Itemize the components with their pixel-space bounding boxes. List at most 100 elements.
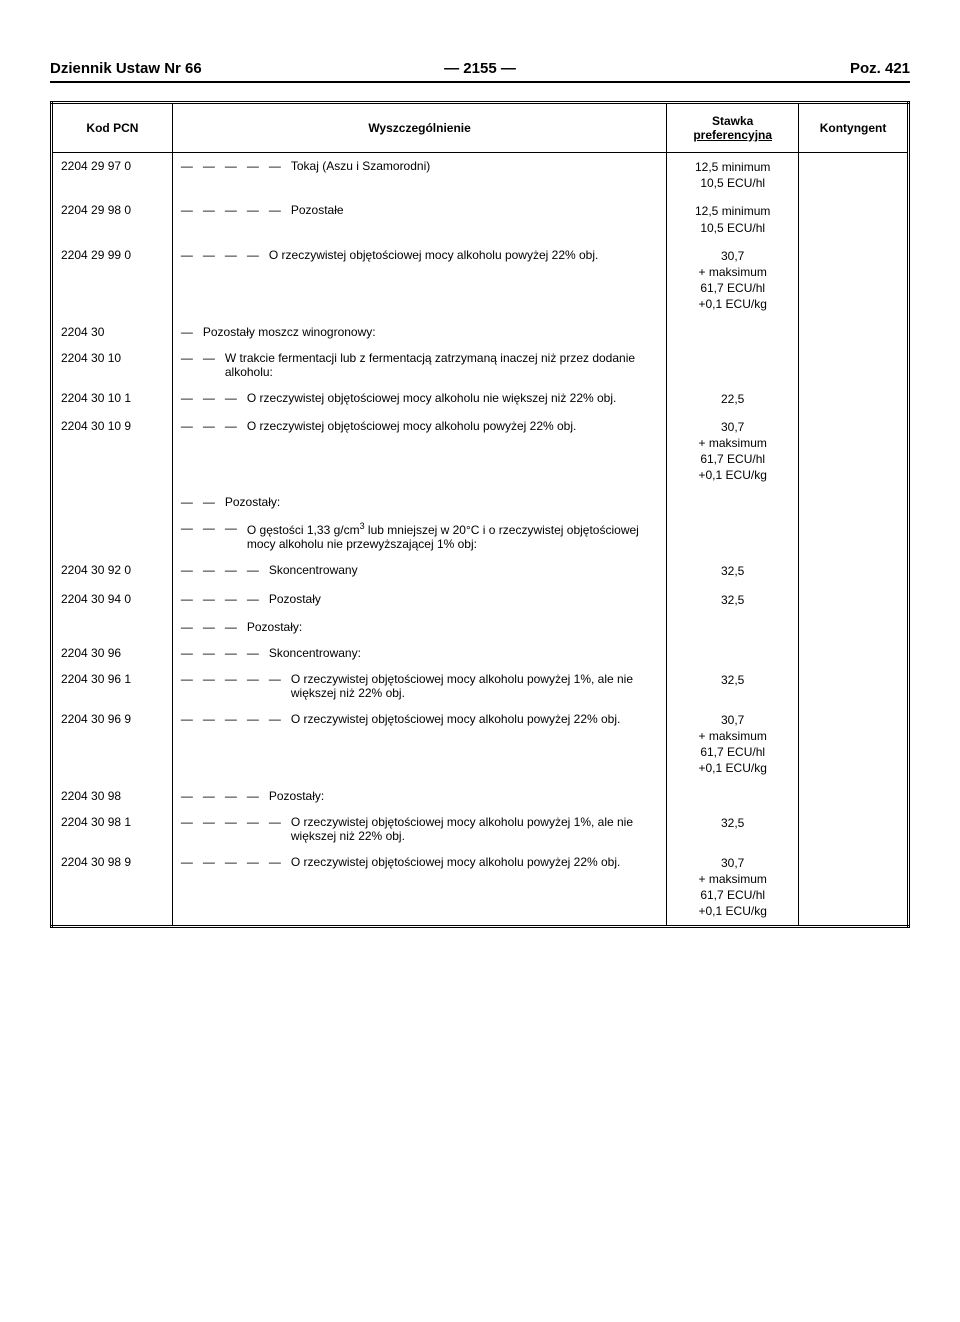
indent-dashes: — — — — xyxy=(181,646,269,660)
desc-text: O rzeczywistej objętościowej mocy alkoho… xyxy=(247,391,658,405)
desc-text: O gęstości 1,33 g/cm3 lub mniejszej w 20… xyxy=(247,521,658,551)
cell-desc: — — — — — Tokaj (Aszu i Szamorodni) xyxy=(172,153,666,198)
cell-code xyxy=(52,489,173,515)
indent-dashes: — xyxy=(181,325,203,339)
cell-quota xyxy=(799,706,909,783)
cell-code: 2204 30 10 xyxy=(52,345,173,385)
table-row: 2204 30 98 1— — — — — O rzeczywistej obj… xyxy=(52,809,909,849)
cell-quota xyxy=(799,614,909,640)
table-row: 2204 29 98 0— — — — — Pozostałe12,5 mini… xyxy=(52,197,909,241)
desc-text: Pozostałe xyxy=(291,203,658,217)
desc-text: Tokaj (Aszu i Szamorodni) xyxy=(291,159,658,173)
rate-line: + maksimum xyxy=(675,871,790,887)
cell-desc: — — Pozostały: xyxy=(172,489,666,515)
indent-dashes: — — — — xyxy=(181,248,269,262)
rate-line: 10,5 ECU/hl xyxy=(675,220,790,236)
cell-rate: 30,7+ maksimum61,7 ECU/hl+0,1 ECU/kg xyxy=(667,413,799,490)
table-row: 2204 30 98— — — — Pozostały: xyxy=(52,783,909,809)
desc-text: O rzeczywistej objętościowej mocy alkoho… xyxy=(247,419,658,433)
cell-desc: — — — — — Pozostałe xyxy=(172,197,666,241)
cell-quota xyxy=(799,783,909,809)
cell-rate xyxy=(667,614,799,640)
cell-code: 2204 30 96 9 xyxy=(52,706,173,783)
cell-quota xyxy=(799,489,909,515)
rate-line: 30,7 xyxy=(675,712,790,728)
desc-text: W trakcie fermentacji lub z fermentacją … xyxy=(225,351,658,379)
indent-dashes: — — xyxy=(181,351,225,379)
rate-line: +0,1 ECU/kg xyxy=(675,760,790,776)
cell-code: 2204 30 10 9 xyxy=(52,413,173,490)
rate-line: 22,5 xyxy=(675,391,790,407)
rate-line: + maksimum xyxy=(675,435,790,451)
col-header-desc: Wyszczególnienie xyxy=(172,103,666,153)
indent-dashes: — — — — — xyxy=(181,159,291,173)
cell-quota xyxy=(799,666,909,706)
col-header-code: Kod PCN xyxy=(52,103,173,153)
table-row: 2204 30 96 9— — — — — O rzeczywistej obj… xyxy=(52,706,909,783)
table-row: 2204 30 10 1— — — O rzeczywistej objętoś… xyxy=(52,385,909,413)
cell-desc: — — — — Skoncentrowany xyxy=(172,557,666,585)
table-row: 2204 30 96— — — — Skoncentrowany: xyxy=(52,640,909,666)
cell-quota xyxy=(799,413,909,490)
cell-desc: — — — — Pozostały: xyxy=(172,783,666,809)
rate-line: 12,5 minimum xyxy=(675,203,790,219)
indent-dashes: — — — — xyxy=(181,563,269,577)
cell-desc: — — — O rzeczywistej objętościowej mocy … xyxy=(172,385,666,413)
col-header-rate-line1: Stawka xyxy=(712,114,753,128)
cell-desc: — — — — — O rzeczywistej objętościowej m… xyxy=(172,849,666,927)
cell-quota xyxy=(799,197,909,241)
table-row: 2204 30 98 9— — — — — O rzeczywistej obj… xyxy=(52,849,909,927)
cell-rate: 12,5 minimum10,5 ECU/hl xyxy=(667,197,799,241)
desc-text: Pozostały: xyxy=(269,789,658,803)
cell-quota xyxy=(799,345,909,385)
rate-line: 61,7 ECU/hl xyxy=(675,887,790,903)
cell-rate: 32,5 xyxy=(667,666,799,706)
table-row: — — — Pozostały: xyxy=(52,614,909,640)
col-header-quota: Kontyngent xyxy=(799,103,909,153)
desc-text: O rzeczywistej objętościowej mocy alkoho… xyxy=(291,855,658,869)
cell-rate: 12,5 minimum10,5 ECU/hl xyxy=(667,153,799,198)
indent-dashes: — — — — — xyxy=(181,855,291,869)
rate-line: 12,5 minimum xyxy=(675,159,790,175)
table-row: 2204 29 97 0— — — — — Tokaj (Aszu i Szam… xyxy=(52,153,909,198)
cell-rate: 30,7+ maksimum61,7 ECU/hl+0,1 ECU/kg xyxy=(667,242,799,319)
desc-text: O rzeczywistej objętościowej mocy alkoho… xyxy=(291,815,658,843)
cell-rate: 22,5 xyxy=(667,385,799,413)
page-header: Dziennik Ustaw Nr 66 — 2155 — Poz. 421 xyxy=(50,60,910,83)
cell-desc: — — — — Skoncentrowany: xyxy=(172,640,666,666)
table-row: — — Pozostały: xyxy=(52,489,909,515)
cell-rate xyxy=(667,319,799,345)
rate-line: 30,7 xyxy=(675,855,790,871)
cell-rate xyxy=(667,783,799,809)
cell-quota xyxy=(799,557,909,585)
table-row: 2204 30 94 0— — — — Pozostały32,5 xyxy=(52,586,909,614)
indent-dashes: — — — — — xyxy=(181,203,291,217)
header-right: Poz. 421 xyxy=(623,60,910,77)
col-header-rate: Stawka preferencyjna xyxy=(667,103,799,153)
cell-desc: — — — — — O rzeczywistej objętościowej m… xyxy=(172,809,666,849)
cell-rate xyxy=(667,640,799,666)
cell-rate: 32,5 xyxy=(667,809,799,849)
page: Dziennik Ustaw Nr 66 — 2155 — Poz. 421 K… xyxy=(0,0,960,968)
cell-code: 2204 30 98 xyxy=(52,783,173,809)
cell-rate xyxy=(667,515,799,557)
table-row: 2204 30 96 1— — — — — O rzeczywistej obj… xyxy=(52,666,909,706)
cell-code xyxy=(52,614,173,640)
rate-line: 61,7 ECU/hl xyxy=(675,280,790,296)
cell-code: 2204 30 92 0 xyxy=(52,557,173,585)
cell-rate: 30,7+ maksimum61,7 ECU/hl+0,1 ECU/kg xyxy=(667,849,799,927)
cell-code: 2204 30 10 1 xyxy=(52,385,173,413)
cell-desc: — — — O rzeczywistej objętościowej mocy … xyxy=(172,413,666,490)
table-row: 2204 30 10 9— — — O rzeczywistej objętoś… xyxy=(52,413,909,490)
desc-text: Skoncentrowany: xyxy=(269,646,658,660)
indent-dashes: — — — — xyxy=(181,789,269,803)
desc-text: Pozostały: xyxy=(247,620,658,634)
rate-line: 32,5 xyxy=(675,563,790,579)
indent-dashes: — — xyxy=(181,495,225,509)
cell-code xyxy=(52,515,173,557)
rate-line: 30,7 xyxy=(675,248,790,264)
cell-rate: 30,7+ maksimum61,7 ECU/hl+0,1 ECU/kg xyxy=(667,706,799,783)
cell-rate: 32,5 xyxy=(667,586,799,614)
cell-quota xyxy=(799,242,909,319)
cell-code: 2204 30 96 xyxy=(52,640,173,666)
